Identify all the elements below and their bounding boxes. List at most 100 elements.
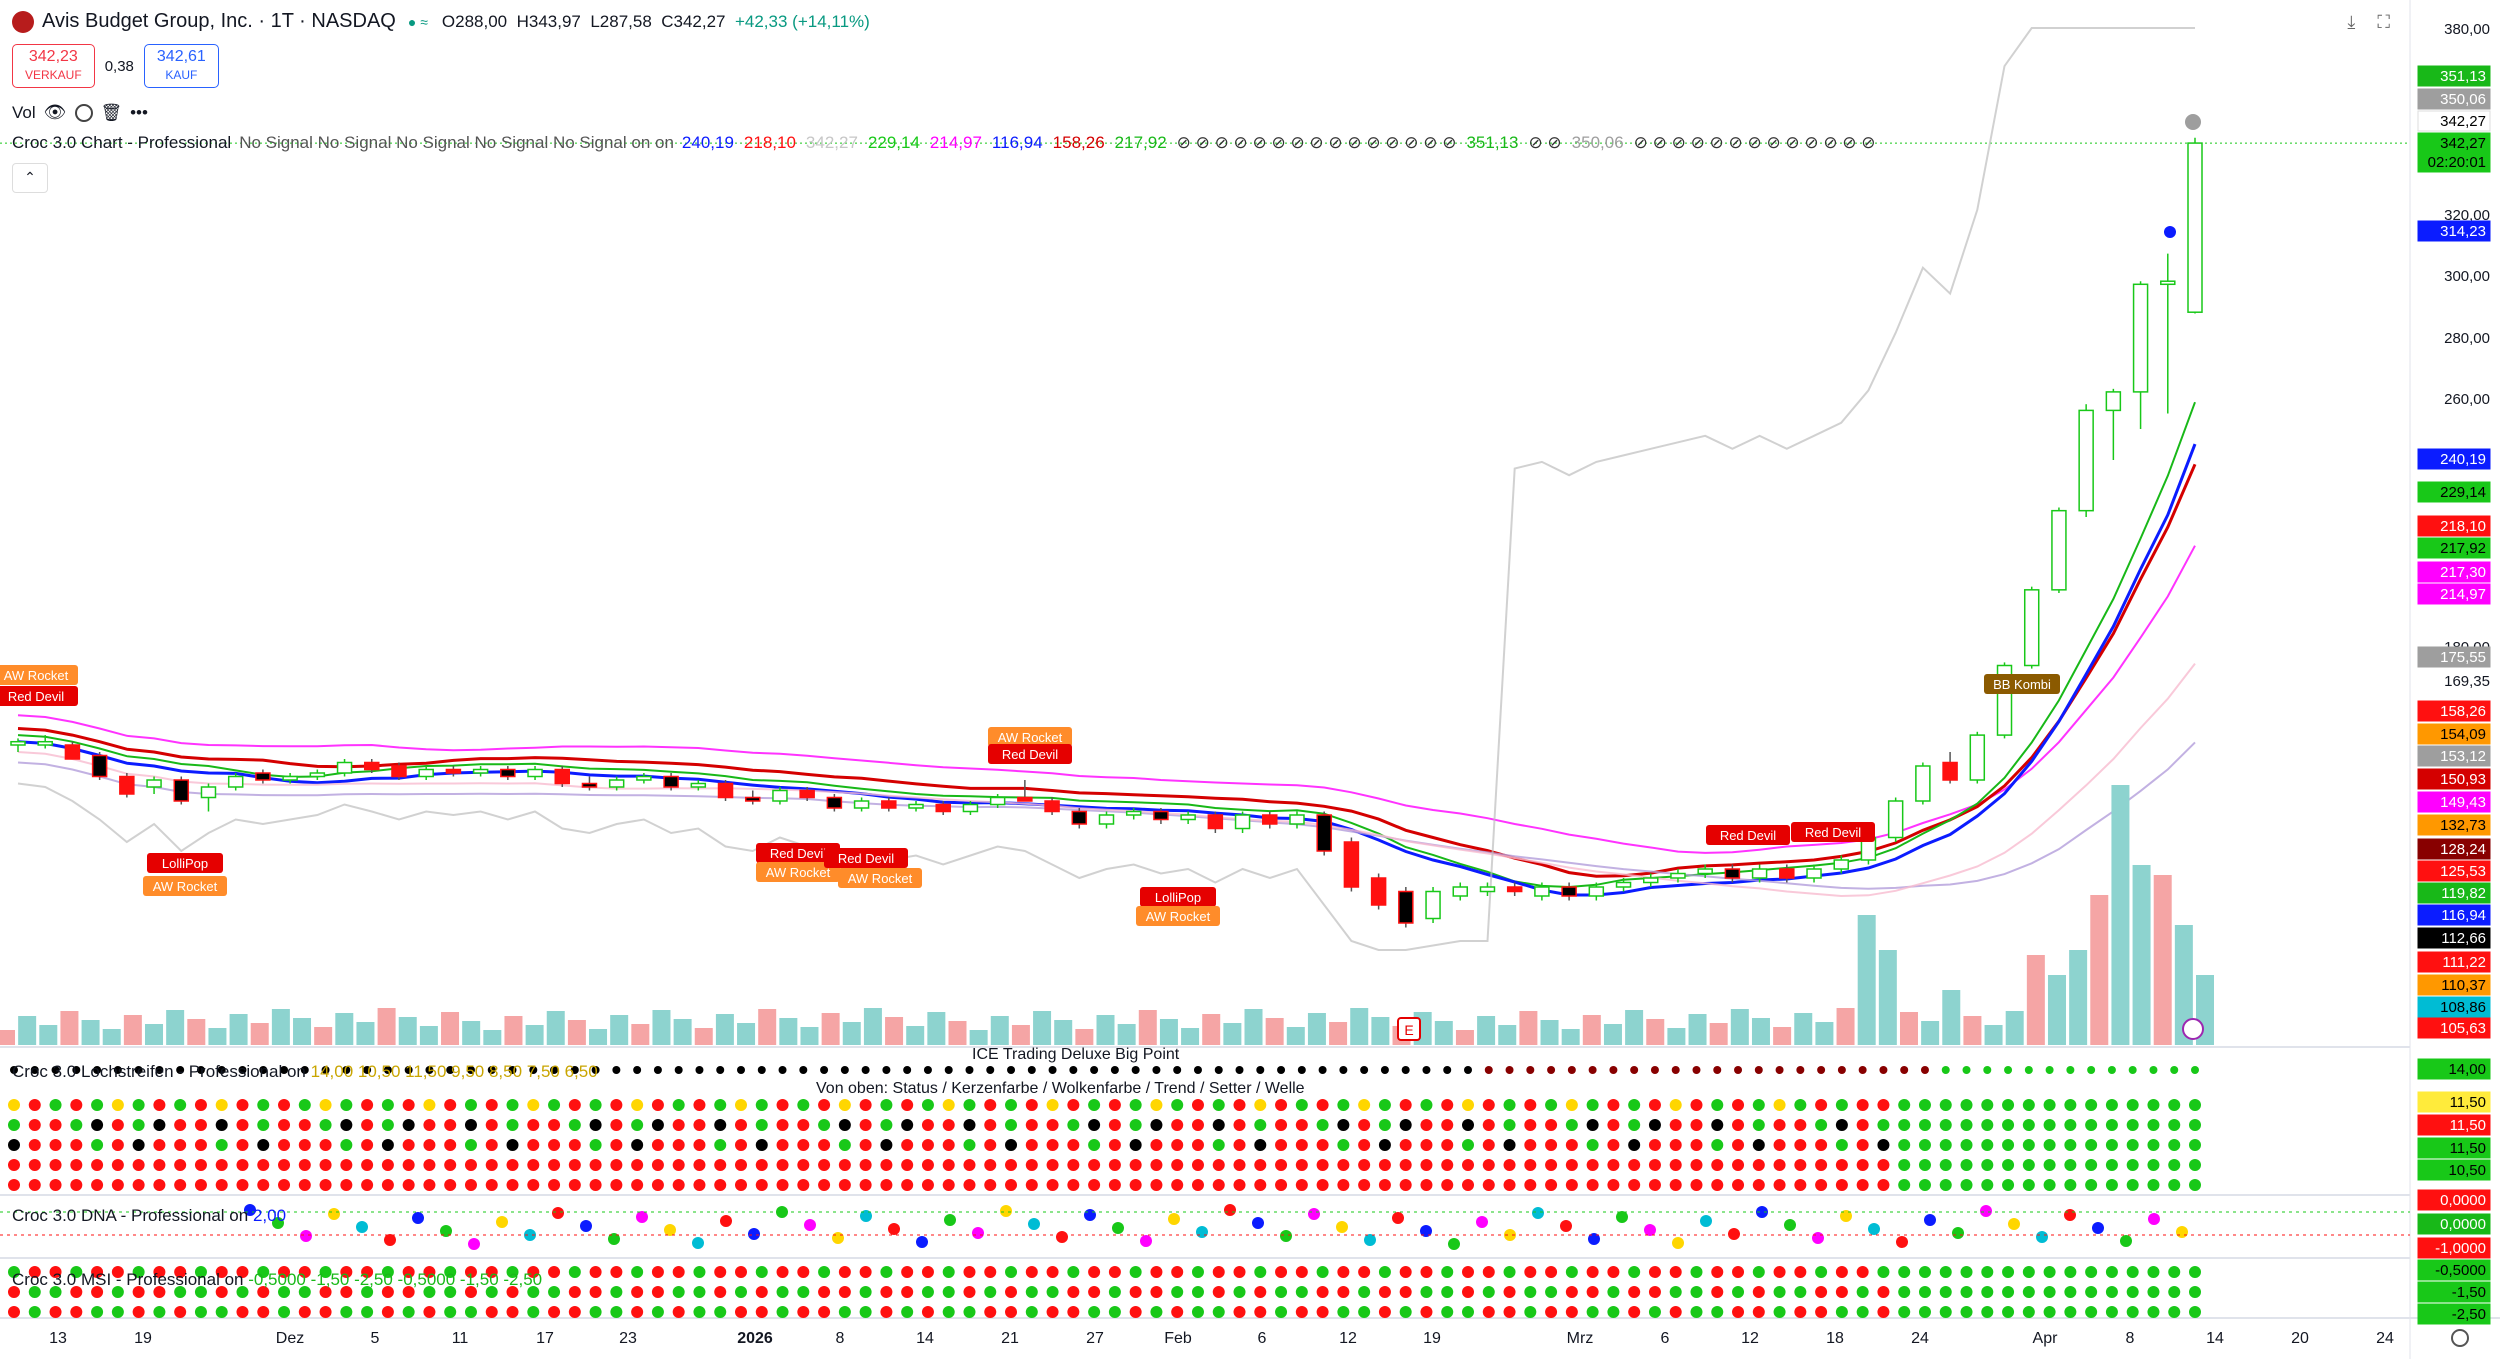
- lochstreifen-dot: [921, 1159, 934, 1171]
- volume-bar: [187, 1019, 206, 1045]
- lochstreifen-dot: [529, 1066, 538, 1074]
- lochstreifen-dot: [1565, 1159, 1578, 1171]
- lochstreifen-dot: [984, 1119, 997, 1131]
- lochstreifen-dot: [1775, 1066, 1784, 1074]
- delete-trash-icon[interactable]: 🗑: [100, 102, 123, 122]
- lochstreifen-dot: [1275, 1179, 1288, 1191]
- lochstreifen-dot: [1586, 1179, 1599, 1191]
- msi-dot: [797, 1266, 810, 1278]
- price-badge: 105,63: [2417, 1017, 2491, 1039]
- lochstreifen-dot: [1254, 1119, 1267, 1131]
- lochstreifen-dot: [2024, 1066, 2033, 1074]
- msi-dot: [1212, 1286, 1225, 1298]
- candle-body: [1180, 814, 1196, 821]
- lochstreifen-dot: [72, 1066, 81, 1074]
- lochstreifen-dot: [215, 1179, 228, 1191]
- msi-dot: [1877, 1286, 1890, 1298]
- lochstreifen-dot: [485, 1179, 498, 1191]
- candle-body: [1643, 877, 1659, 884]
- price-badge-text: 229,14: [2440, 484, 2486, 501]
- alert-lightning-icon: [2182, 1018, 2204, 1040]
- msi-dot: [485, 1286, 498, 1298]
- lochstreifen-dot: [1150, 1179, 1163, 1191]
- lochstreifen-dot: [8, 1179, 20, 1191]
- lochstreifen-dot: [755, 1119, 768, 1131]
- msi-dot: [1088, 1286, 1101, 1298]
- sell-button[interactable]: 342,23 VERKAUF: [12, 44, 95, 88]
- msi-dot: [1316, 1306, 1329, 1318]
- lochstreifen-dot: [153, 1119, 166, 1131]
- lochstreifen-dot: [1399, 1139, 1412, 1151]
- msi-dot: [921, 1266, 934, 1278]
- buy-button[interactable]: 342,61 KAUF: [143, 44, 219, 88]
- candle-body: [663, 775, 679, 788]
- candle-body: [37, 740, 53, 746]
- fullscreen-icon[interactable]: ⛶: [2377, 12, 2390, 32]
- volume-bar: [18, 1016, 37, 1045]
- volume-bar: [208, 1028, 227, 1045]
- aw-rocket-signal: AW Rocket: [838, 868, 922, 888]
- volume-bar: [271, 1009, 290, 1045]
- lochstreifen-dot: [1108, 1159, 1121, 1171]
- market-status-icon[interactable]: ● ≈: [407, 13, 428, 30]
- volume-bar: [737, 1023, 756, 1045]
- lochstreifen-dot: [799, 1066, 808, 1074]
- msi-dot: [2147, 1286, 2160, 1298]
- msi-dot: [361, 1286, 374, 1298]
- msi-dot: [8, 1306, 20, 1318]
- msi-dot: [464, 1286, 477, 1298]
- lochstreifen-dot: [1734, 1066, 1743, 1074]
- volume-bar: [293, 1018, 312, 1045]
- price-badge-box: [2417, 583, 2491, 605]
- lochstreifen-dot: [1212, 1139, 1225, 1151]
- dna-dot: [1560, 1220, 1572, 1232]
- dna-dot: [2064, 1209, 2076, 1221]
- symbol-title[interactable]: Avis Budget Group, Inc. · 1T · NASDAQ: [42, 10, 396, 32]
- volume-bar: [779, 1018, 798, 1045]
- msi-dot: [1815, 1266, 1828, 1278]
- lochstreifen-dot: [340, 1179, 353, 1191]
- aw-rocket-signal-text: AW Rocket: [766, 865, 831, 880]
- lochstreifen-dot: [215, 1139, 228, 1151]
- lochstreifen-dot: [111, 1159, 124, 1171]
- msi-dot: [215, 1266, 228, 1278]
- msi-dot: [1773, 1306, 1786, 1318]
- candle-body: [1098, 814, 1115, 825]
- price-badge-box: [2417, 515, 2491, 537]
- dna-dot: [272, 1217, 284, 1229]
- volume-bar: [948, 1021, 967, 1045]
- visibility-eye-icon[interactable]: 👁: [43, 102, 67, 122]
- volume-label[interactable]: Vol: [12, 102, 36, 122]
- price-badge: 119,82: [2417, 882, 2491, 904]
- lochstreifen-dot: [1690, 1179, 1703, 1191]
- lochstreifen-dot: [1918, 1139, 1931, 1151]
- msi-dot: [1669, 1286, 1682, 1298]
- settings-gear-icon[interactable]: [74, 103, 93, 122]
- lochstreifen-dot: [508, 1066, 517, 1074]
- earnings-marker-text: E: [1404, 1022, 1413, 1038]
- main-study-name[interactable]: Croc 3.0 Chart - Professional: [12, 133, 232, 152]
- collapse-legend-button[interactable]: ⌃: [12, 163, 48, 193]
- candle-body: [690, 782, 707, 788]
- lochstreifen-dot: [1360, 1066, 1369, 1074]
- lochstreifen-dot: [1358, 1119, 1371, 1131]
- volume-bar: [1371, 1017, 1390, 1045]
- candle-body: [364, 761, 380, 771]
- more-options-icon[interactable]: •••: [130, 102, 148, 122]
- lochstreifen-dot: [2191, 1066, 2199, 1074]
- spread-value: 0,38: [104, 57, 134, 75]
- lochstreifen-dot: [28, 1139, 41, 1151]
- lochstreifen-dot: [1277, 1066, 1286, 1074]
- msi-dot: [2189, 1286, 2201, 1298]
- lochstreifen-dot: [113, 1066, 122, 1074]
- msi-dot: [444, 1286, 457, 1298]
- msi-dot: [672, 1266, 685, 1278]
- lochstreifen-dot: [1711, 1139, 1724, 1151]
- msi-dot: [2189, 1266, 2201, 1278]
- lochstreifen-dot: [1069, 1066, 1078, 1074]
- msi-dot: [880, 1266, 893, 1278]
- price-badge: 112,66: [2417, 927, 2491, 949]
- lochstreifen-dot: [1401, 1066, 1410, 1074]
- download-icon[interactable]: ⤓: [2347, 12, 2356, 32]
